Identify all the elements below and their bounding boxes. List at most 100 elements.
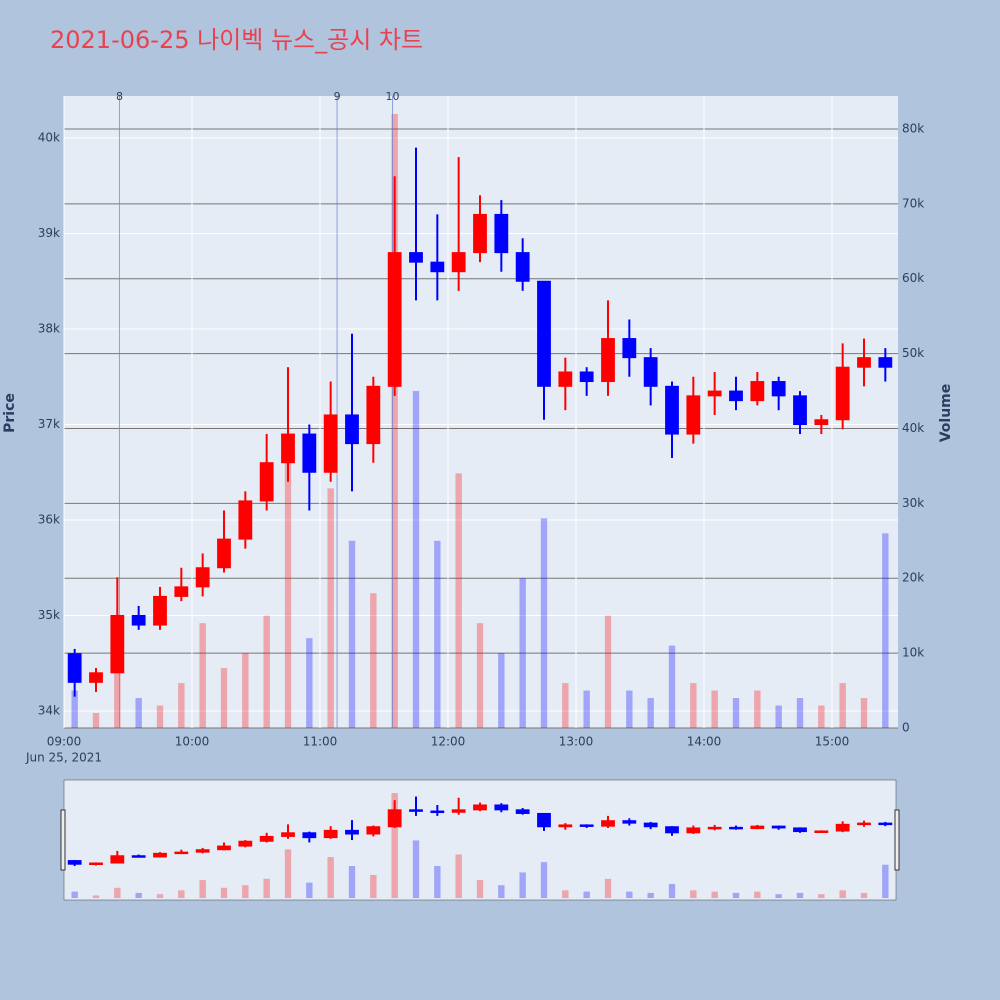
volume-bar: [647, 698, 654, 728]
slider-volume-bar: [668, 883, 676, 898]
slider-candle-body: [366, 826, 381, 835]
slider-volume-bar: [71, 891, 78, 898]
candle-body: [579, 371, 594, 383]
candle-body: [345, 414, 359, 445]
candle-body: [878, 357, 893, 368]
candle-body: [131, 615, 146, 626]
volume-bar: [476, 623, 484, 728]
y2-tick-label: 0: [902, 721, 910, 735]
candle-body: [537, 280, 551, 387]
slider-candle-body: [835, 823, 850, 832]
range-slider[interactable]: [63, 779, 897, 901]
candle-body: [195, 567, 210, 588]
slider-volume-bar: [114, 887, 121, 898]
volume-bar: [455, 473, 462, 728]
y-tick-label: 36k: [38, 513, 60, 527]
volume-bar: [668, 645, 676, 728]
volume-bar: [818, 705, 825, 728]
candle-body: [793, 395, 807, 426]
y-tick-label: 39k: [38, 226, 60, 240]
volume-bar: [860, 698, 868, 728]
volume-bar: [732, 698, 740, 728]
candle-body: [302, 433, 317, 473]
slider-candle-body: [878, 822, 893, 826]
slider-handle[interactable]: [894, 809, 900, 871]
slider-candle-body: [345, 829, 359, 835]
volume-bar: [754, 690, 761, 728]
slider-volume-bar: [690, 890, 697, 898]
slider-volume-bar: [370, 874, 377, 898]
x-tick-label: 10:00: [175, 735, 210, 749]
slider-candle-body: [259, 835, 274, 842]
slider-candle-body: [409, 809, 423, 812]
slider-volume-bar: [284, 849, 292, 898]
candle-body: [366, 385, 381, 445]
y2-tick-label: 30k: [902, 496, 924, 510]
y-tick-label: 40k: [38, 131, 60, 145]
slider-volume-bar: [498, 885, 505, 898]
volume-bar: [92, 713, 100, 728]
x-tick-label: 13:00: [559, 735, 594, 749]
y-tick-label: 34k: [38, 704, 60, 718]
slider-volume-bar: [199, 880, 206, 898]
volume-bar: [327, 488, 334, 728]
volume-bar: [711, 690, 718, 728]
volume-bar: [391, 113, 398, 729]
candle-body: [515, 252, 530, 282]
slider-volume-bar: [775, 894, 782, 898]
slider-candle-body: [857, 822, 871, 826]
slider-candle-body: [665, 826, 679, 834]
slider-volume-bar: [604, 878, 612, 898]
slider-volume-bar: [839, 890, 846, 898]
slider-candle-body: [387, 809, 402, 828]
volume-bar: [71, 690, 78, 728]
volume-bar: [220, 668, 228, 728]
candle-body: [814, 419, 829, 426]
slider-volume-bar: [711, 891, 718, 898]
slider-volume-bar: [626, 891, 633, 898]
slider-volume-bar: [519, 872, 526, 898]
candle-body: [281, 433, 295, 464]
x-date-label: Jun 25, 2021: [25, 751, 102, 765]
candle-body: [707, 390, 722, 397]
slider-volume-bar: [220, 887, 228, 898]
y2-tick-label: 80k: [902, 121, 924, 135]
candle-body: [494, 213, 509, 254]
y2-axis-title: Volume: [938, 384, 954, 443]
candle-body: [857, 357, 871, 368]
slider-candle-body: [793, 827, 807, 833]
x-tick-label: 14:00: [687, 735, 722, 749]
slider-candle-body: [131, 855, 146, 858]
volume-bar: [135, 698, 142, 728]
slider-candle-body: [195, 849, 210, 853]
slider-candle-body: [281, 832, 295, 837]
slider-candle-body: [515, 809, 530, 814]
y-tick-label: 38k: [38, 322, 60, 336]
slider-candle-body: [323, 829, 338, 839]
volume-bar: [775, 705, 782, 728]
x-tick-label: 12:00: [431, 735, 466, 749]
y2-tick-label: 20k: [902, 571, 924, 585]
slider-volume-bar: [348, 866, 356, 898]
slider-candle-body: [814, 830, 829, 833]
volume-bar: [690, 683, 697, 728]
volume-bar: [348, 540, 356, 728]
volume-bar: [540, 518, 548, 728]
candle-body: [665, 385, 679, 435]
slider-handle[interactable]: [60, 809, 66, 871]
slider-volume-bar: [242, 885, 249, 898]
slider-volume-bar: [327, 857, 334, 898]
candle-body: [451, 252, 466, 273]
volume-bar: [199, 623, 206, 728]
slider-candle-body: [238, 840, 253, 847]
y2-tick-label: 60k: [902, 271, 924, 285]
slider-candle-body: [494, 804, 509, 811]
slider-volume-bar: [178, 890, 185, 898]
volume-bar: [604, 615, 612, 728]
slider-volume-bar: [882, 864, 889, 898]
slider-candle-body: [622, 820, 637, 824]
slider-candle-body: [537, 812, 551, 828]
y2-tick-label: 10k: [902, 646, 924, 660]
slider-volume-bar: [818, 894, 825, 898]
